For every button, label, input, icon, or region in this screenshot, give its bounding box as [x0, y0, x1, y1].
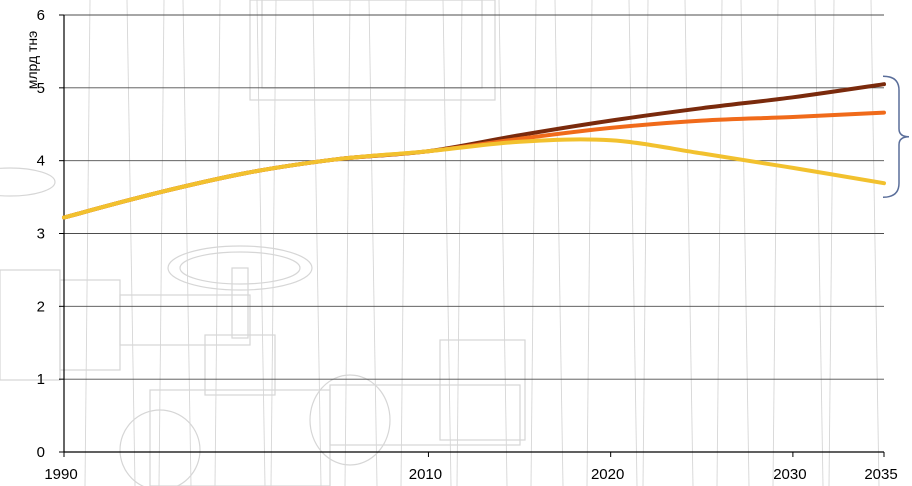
flange-right	[309, 374, 391, 466]
y-tick-label: 2	[37, 298, 45, 315]
gridlines	[64, 14, 884, 380]
valve-body	[149, 389, 331, 486]
y-tick-label: 5	[37, 80, 45, 97]
x-tick-label: 2020	[591, 466, 624, 483]
sketch-line	[344, 0, 351, 486]
valve-wheel	[167, 245, 313, 291]
sketch-line	[772, 0, 779, 486]
sketch-line	[498, 0, 508, 486]
flange-bottom	[119, 409, 201, 486]
y-tick-label: 6	[37, 7, 45, 24]
sketch-line	[456, 0, 463, 486]
sketch-line	[642, 0, 649, 486]
pipe-right	[329, 384, 521, 446]
scenario-brace	[882, 75, 910, 198]
sketch-line	[368, 0, 378, 486]
sketch-frame	[249, 0, 496, 101]
sketch-line	[126, 0, 136, 486]
sketch-line	[312, 0, 322, 486]
sketch-line	[182, 0, 192, 486]
sketch-frame-inner	[261, 0, 483, 89]
y-tick-label: 0	[37, 444, 45, 461]
y-tick-label: 3	[37, 226, 45, 243]
pipe-left	[119, 294, 251, 346]
scenario-bracket	[882, 75, 910, 198]
x-tick-label: 1990	[44, 466, 77, 483]
flange-left-outer	[0, 269, 61, 381]
valve-wheel-left	[0, 167, 56, 197]
valve-bonnet	[204, 334, 276, 396]
sketch-line	[870, 0, 880, 486]
axis-labels: млрд тнэ	[24, 31, 40, 90]
axes: 0 1 2 3 4 5 6 1990 2010 2020 2030 2035	[37, 7, 898, 483]
y-tick-label: 4	[37, 153, 45, 170]
sketch-line	[716, 0, 723, 486]
x-tick-label: 2035	[864, 466, 897, 483]
valve-background-illustration	[0, 0, 880, 486]
sketch-line	[684, 0, 694, 486]
sketch-line	[814, 0, 824, 486]
series-line-1	[62, 82, 886, 220]
x-tick-label: 2010	[409, 466, 442, 483]
series-line-3	[62, 137, 886, 220]
sketch-line	[530, 0, 537, 486]
y-tick-label: 1	[37, 371, 45, 388]
series-line-2	[62, 110, 886, 220]
sketch-line	[256, 0, 266, 486]
series-lines	[62, 82, 886, 220]
x-tick-label: 2030	[773, 466, 806, 483]
sketch-line	[828, 0, 835, 486]
sketch-line	[214, 0, 221, 486]
sketch-line	[740, 0, 750, 486]
sketch-line	[442, 0, 452, 486]
valve-stem	[231, 267, 249, 339]
y-axis-title: млрд тнэ	[24, 31, 40, 90]
sketch-line	[158, 0, 165, 486]
sketch-line	[400, 0, 407, 486]
sketch-line	[84, 0, 91, 486]
sketch-line	[586, 0, 593, 486]
sketch-line	[628, 0, 638, 486]
valve-wheel-inner	[179, 251, 301, 285]
pipe-end	[439, 339, 526, 441]
flange-left	[59, 279, 121, 371]
sketch-line	[554, 0, 564, 486]
sketch-line	[270, 0, 277, 486]
